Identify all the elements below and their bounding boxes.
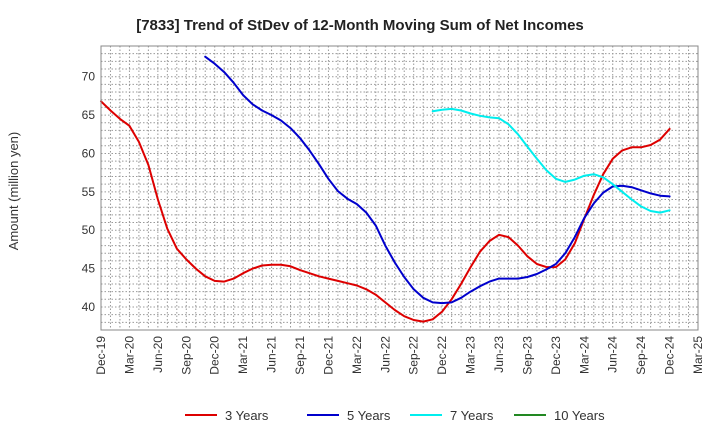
x-tick-label: Mar-23 bbox=[464, 336, 478, 374]
y-tick-label: 55 bbox=[82, 185, 96, 199]
legend: 3 Years 5 Years 7 Years 10 Years bbox=[185, 408, 605, 423]
x-tick-label: Dec-19 bbox=[94, 336, 108, 375]
y-tick-label: 70 bbox=[82, 70, 96, 84]
x-tick-label: Sep-22 bbox=[407, 336, 421, 375]
x-tick-label: Sep-23 bbox=[520, 336, 534, 375]
legend-label: 7 Years bbox=[450, 408, 494, 423]
x-tick-label: Dec-23 bbox=[549, 336, 563, 375]
y-tick-label: 45 bbox=[82, 262, 96, 276]
x-tick-labels: Dec-19 Mar-20 Jun-20 Sep-20 Dec-20 Mar-21 Jun-… bbox=[94, 336, 705, 375]
x-tick-label: Mar-25 bbox=[691, 336, 705, 374]
y-tick-label: 50 bbox=[82, 223, 96, 237]
x-tick-label: Mar-20 bbox=[122, 336, 136, 374]
chart-title: [7833] Trend of StDev of 12-Month Moving… bbox=[136, 17, 584, 34]
y-tick-label: 40 bbox=[82, 300, 96, 314]
plot-area-border bbox=[100, 45, 699, 331]
x-tick-label: Jun-22 bbox=[378, 336, 392, 373]
grid-lines bbox=[101, 46, 698, 331]
series-lines bbox=[100, 55, 671, 323]
x-tick-label: Jun-20 bbox=[151, 336, 165, 373]
x-tick-label: Sep-24 bbox=[634, 336, 648, 375]
x-tick-label: Mar-24 bbox=[577, 336, 591, 374]
legend-label: 5 Years bbox=[347, 408, 391, 423]
x-tick-label: Jun-23 bbox=[492, 336, 506, 373]
x-tick-label: Jun-21 bbox=[265, 336, 279, 373]
series-line-7-years bbox=[431, 107, 671, 214]
y-axis-label: Amount (million yen) bbox=[6, 132, 21, 251]
x-tick-label: Dec-21 bbox=[321, 336, 335, 375]
legend-label: 3 Years bbox=[225, 408, 269, 423]
series-line-5-years bbox=[204, 55, 671, 305]
y-tick-labels: 40 45 50 55 60 65 70 bbox=[82, 70, 96, 314]
y-tick-label: 60 bbox=[82, 146, 96, 160]
x-tick-label: Dec-20 bbox=[208, 336, 222, 375]
x-tick-label: Jun-24 bbox=[606, 336, 620, 373]
series-line-3-years bbox=[100, 100, 671, 323]
y-tick-label: 65 bbox=[82, 108, 96, 122]
x-tick-label: Dec-22 bbox=[435, 336, 449, 375]
x-tick-label: Mar-22 bbox=[350, 336, 364, 374]
x-tick-label: Dec-24 bbox=[663, 336, 677, 375]
legend-label: 10 Years bbox=[554, 408, 605, 423]
x-tick-label: Sep-21 bbox=[293, 336, 307, 375]
x-tick-label: Sep-20 bbox=[179, 336, 193, 375]
x-tick-label: Mar-21 bbox=[236, 336, 250, 374]
